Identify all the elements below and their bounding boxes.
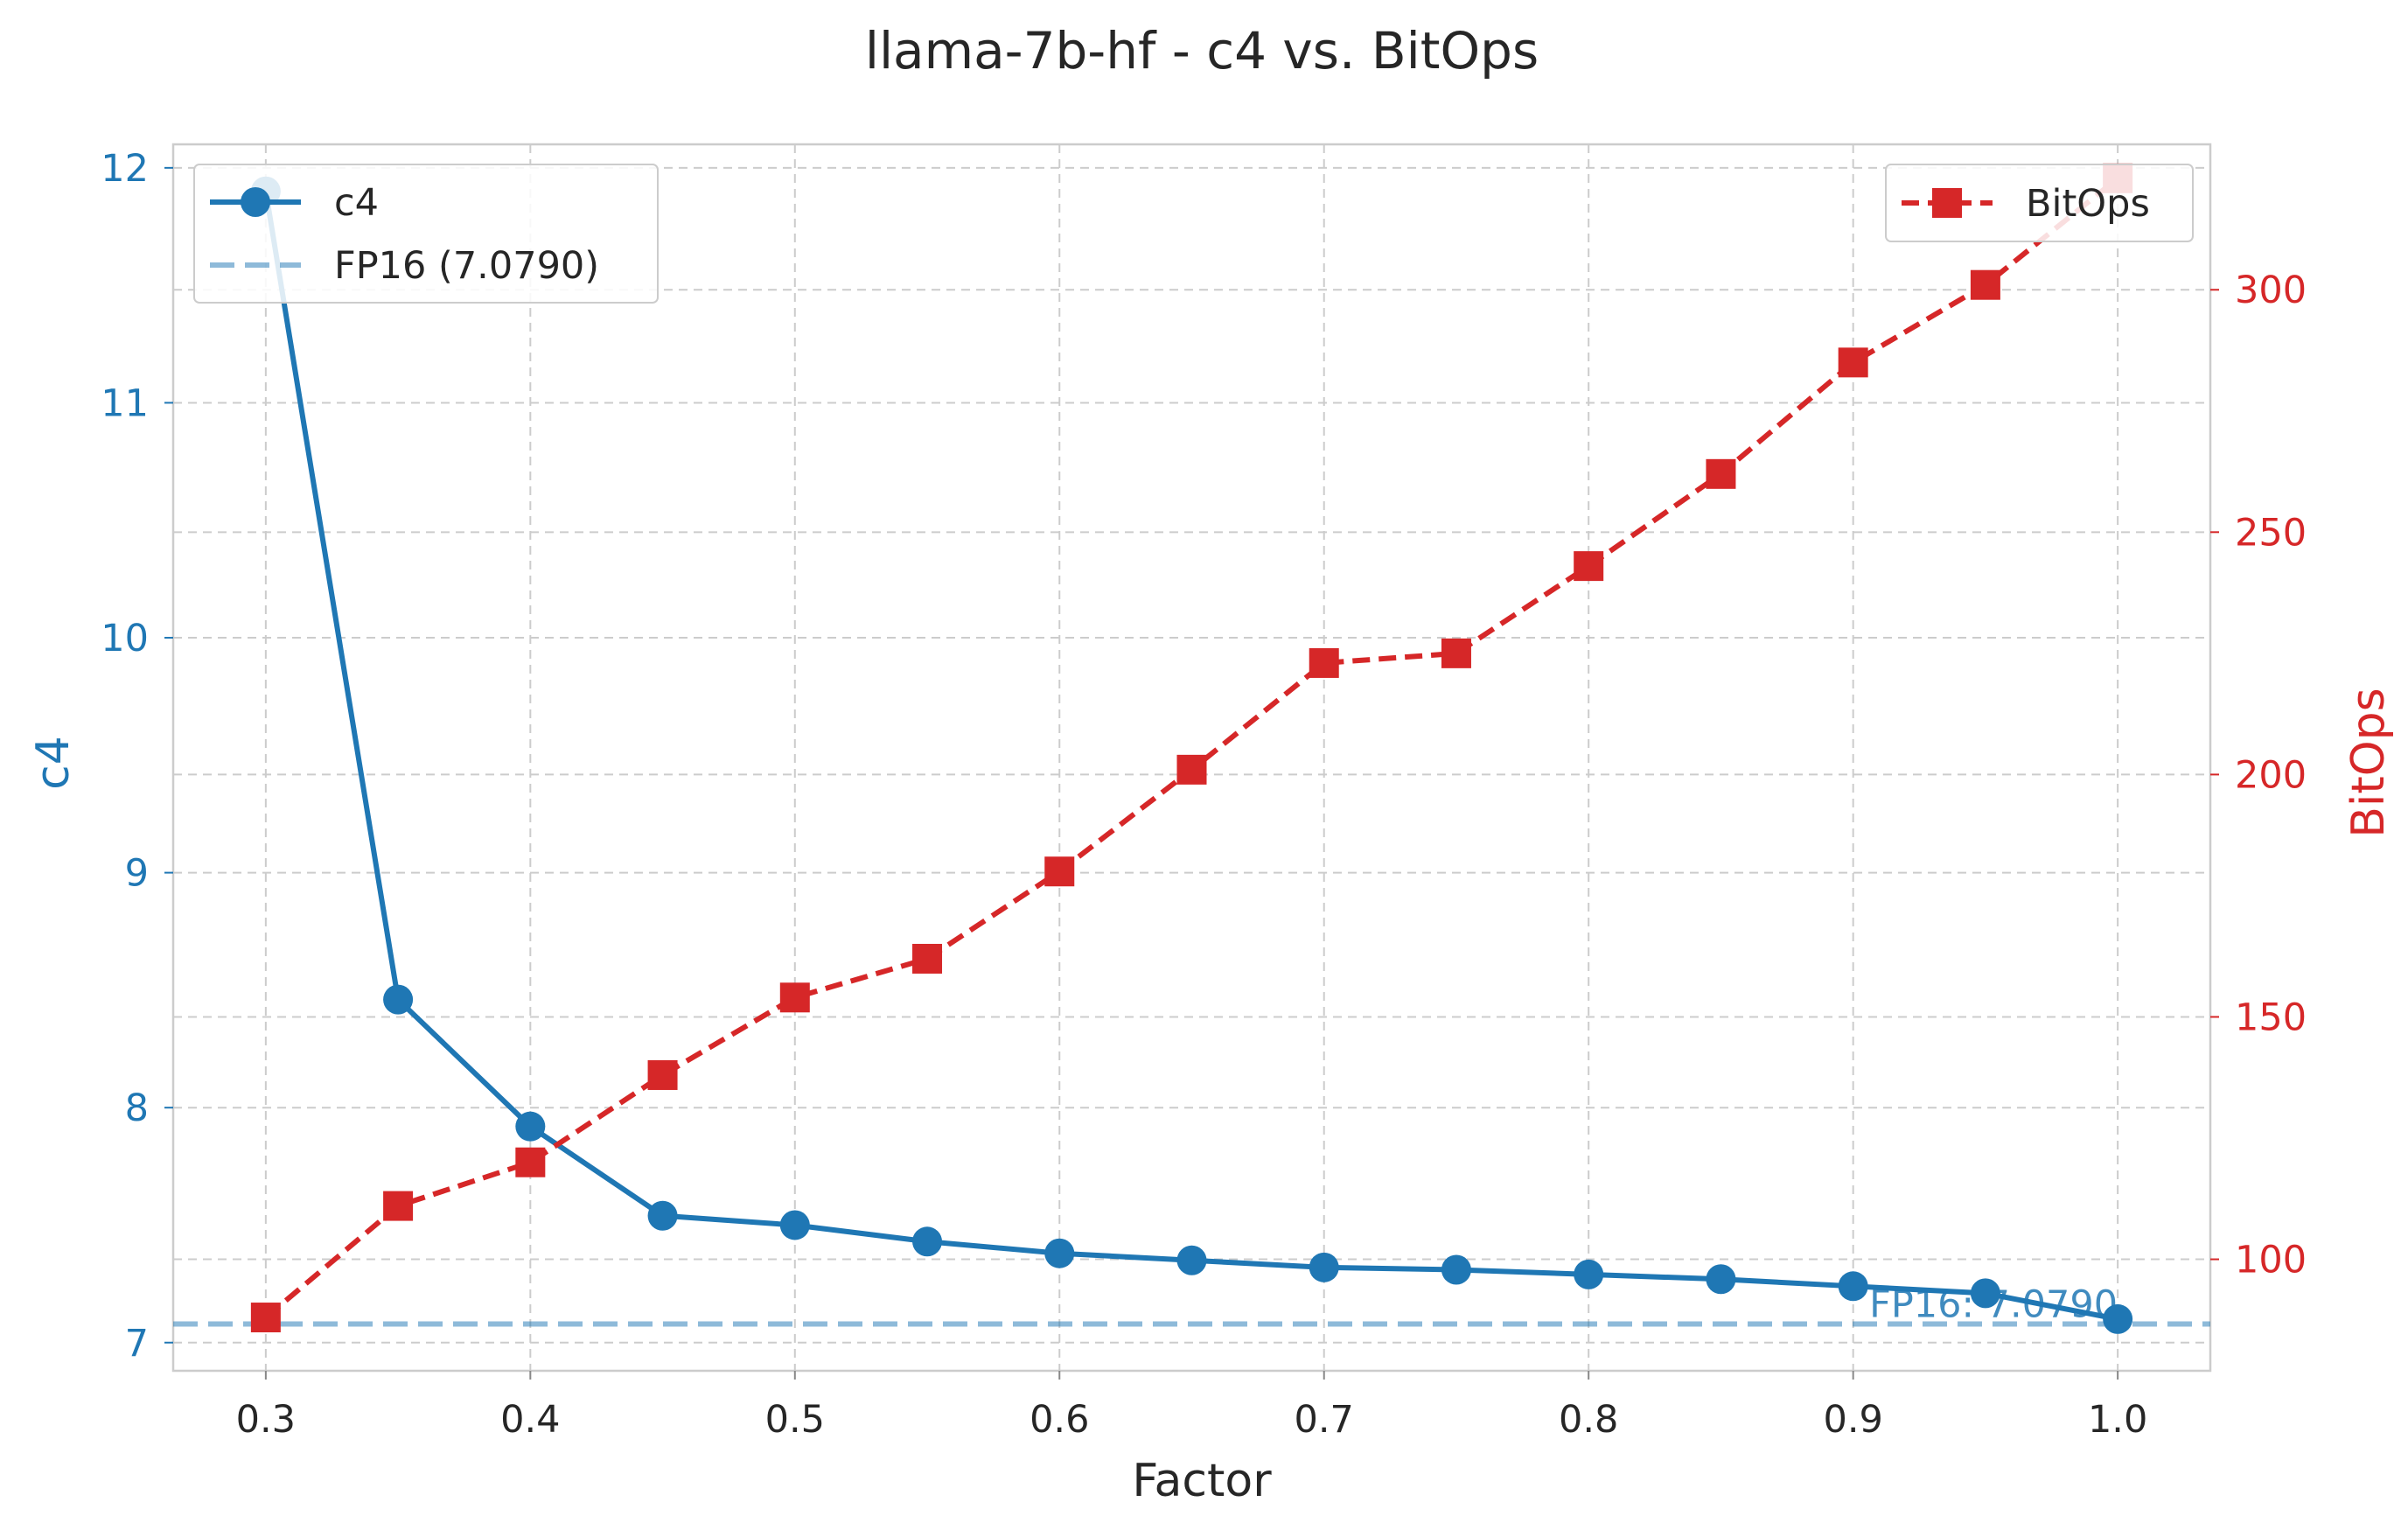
c4-point: [647, 1200, 678, 1231]
left-axis-label: c4: [27, 736, 80, 790]
c4-point: [1838, 1271, 1868, 1302]
left-y-tick-label: 9: [125, 852, 149, 896]
bitops-point: [1706, 458, 1736, 489]
bitops-point: [912, 943, 943, 974]
x-tick-label: 0.5: [765, 1398, 825, 1442]
x-tick-label: 0.9: [1823, 1398, 1882, 1442]
x-tick-label: 0.6: [1030, 1398, 1089, 1442]
c4-point: [1441, 1254, 1471, 1285]
right-axis-label: BitOps: [2342, 688, 2395, 838]
legend-right: BitOps: [1885, 164, 2194, 242]
legend-bitops-label: BitOps: [2026, 182, 2150, 226]
x-axis-ticks: 0.3 0.4 0.5 0.6 0.7 0.8 0.9 1.0: [236, 1371, 2147, 1442]
x-tick-label: 0.7: [1295, 1398, 1354, 1442]
right-y-tick-label: 100: [2235, 1239, 2307, 1282]
bitops-point: [1309, 647, 1339, 678]
c4-point: [1044, 1238, 1075, 1268]
left-y-tick-label: 11: [101, 381, 149, 425]
c4-point: [515, 1111, 546, 1142]
chart-title: llama-7b-hf - c4 vs. BitOps: [865, 21, 1539, 80]
c4-point: [1574, 1259, 1604, 1289]
c4-point: [2103, 1303, 2133, 1334]
bitops-point: [1441, 638, 1471, 668]
x-tick-label: 0.8: [1559, 1398, 1618, 1442]
bitops-point: [1970, 269, 2000, 300]
legend-left: c4 FP16 (7.0790): [193, 164, 659, 304]
c4-point: [912, 1226, 943, 1257]
series-layer: [250, 163, 2133, 1334]
right-y-tick-label: 300: [2235, 269, 2307, 312]
bitops-point: [383, 1191, 414, 1221]
legend-c4-swatch-marker: [241, 187, 270, 217]
c4-point: [779, 1210, 810, 1240]
bitops-point: [1838, 347, 1868, 378]
x-tick-label: 1.0: [2088, 1398, 2147, 1442]
x-tick-label: 0.3: [236, 1398, 296, 1442]
plot-area-border: [171, 143, 2212, 1373]
left-y-tick-label: 10: [101, 617, 149, 660]
c4-point: [1309, 1252, 1339, 1282]
legend-left-box: [193, 164, 659, 304]
left-axis-ticks: 7 8 9 10 11 12: [101, 147, 173, 1366]
bitops-point: [1176, 754, 1207, 785]
right-y-tick-label: 200: [2235, 753, 2307, 797]
legend-bitops-swatch-marker: [1932, 188, 1962, 218]
right-y-tick-label: 250: [2235, 511, 2307, 555]
bitops-point: [779, 982, 810, 1013]
legend-right-box: [1885, 164, 2194, 242]
bitops-point: [515, 1147, 546, 1177]
bitops-point: [1574, 551, 1604, 582]
plot-frame: [171, 143, 2212, 1373]
legend-fp16-label: FP16 (7.0790): [334, 244, 599, 288]
c4-point: [1970, 1278, 2000, 1309]
x-axis-label: Factor: [1132, 1455, 1272, 1507]
c4-point: [383, 984, 414, 1015]
x-tick-label: 0.4: [500, 1398, 560, 1442]
c4-point: [1176, 1245, 1207, 1275]
bitops-point: [1044, 856, 1075, 887]
c4-point: [1706, 1264, 1736, 1295]
right-y-tick-label: 150: [2235, 996, 2307, 1039]
left-y-tick-label: 8: [125, 1086, 149, 1130]
left-y-tick-label: 7: [125, 1322, 149, 1366]
left-y-tick-label: 12: [101, 147, 149, 191]
bitops-point: [250, 1303, 281, 1333]
legend-c4-label: c4: [334, 181, 379, 225]
bitops-point: [647, 1059, 678, 1090]
right-axis-ticks: 100 150 200 250 300: [2210, 269, 2307, 1282]
